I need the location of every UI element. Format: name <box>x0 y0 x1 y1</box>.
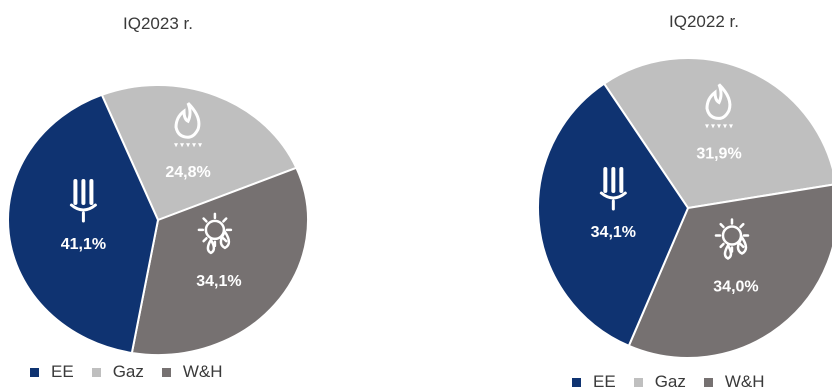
legend-item-gaz: Gaz <box>91 362 144 382</box>
legend-swatch-wh-2 <box>703 377 713 387</box>
gas-flame-icon <box>705 83 734 129</box>
pie-chart-2022: 31,9% 34,0% 34,1% <box>537 57 832 359</box>
legend-item-ee: EE <box>30 362 74 382</box>
legend-item-wh: W&H <box>161 362 223 382</box>
lightbulb-icon <box>599 167 627 211</box>
legend-label-ee: EE <box>51 362 74 381</box>
legend-label-ee-2: EE <box>593 372 616 391</box>
sun-water-drops-icon <box>714 218 750 260</box>
sun-water-drops-icon <box>197 212 233 255</box>
legend-swatch-ee <box>30 367 39 377</box>
legend-swatch-gaz <box>91 367 101 377</box>
chart-title-2022: IQ2022 r. <box>669 12 739 31</box>
legend-label-wh-2: W&H <box>724 372 765 391</box>
pie-slice-wh <box>130 166 309 356</box>
slice-label-wh: 34,1% <box>196 273 241 290</box>
legend-item-wh-2: W&H <box>703 372 765 392</box>
legend-label-gaz-2: Gaz <box>654 372 686 391</box>
legend-2022: EE Gaz W&H <box>572 372 765 392</box>
legend-2023: EE Gaz W&H <box>30 362 223 382</box>
legend-label-gaz: Gaz <box>112 362 144 381</box>
slice-label-ee: 34,1% <box>591 224 636 241</box>
slice-label-gaz: 31,9% <box>696 145 741 162</box>
legend-swatch-wh <box>161 367 171 377</box>
legend-label-wh: W&H <box>182 362 223 381</box>
slice-label-gaz: 24,8% <box>165 164 210 181</box>
pie-slice-ee <box>7 93 160 355</box>
pie-chart-2023: 24,8% 34,1% 41,1% <box>7 84 309 356</box>
lightbulb-icon <box>69 179 97 223</box>
pie-slice-ee <box>537 82 690 348</box>
slice-label-ee: 41,1% <box>61 236 106 253</box>
legend-item-gaz-2: Gaz <box>633 372 686 392</box>
gas-flame-icon <box>174 102 203 148</box>
legend-swatch-ee-2 <box>572 377 581 387</box>
legend-item-ee-2: EE <box>572 372 616 392</box>
pie-slice-gaz <box>602 57 832 210</box>
slice-label-wh: 34,0% <box>713 278 758 295</box>
legend-swatch-gaz-2 <box>633 377 643 387</box>
pie-slice-gaz <box>100 84 298 222</box>
chart-title-2023: IQ2023 r. <box>123 14 193 33</box>
